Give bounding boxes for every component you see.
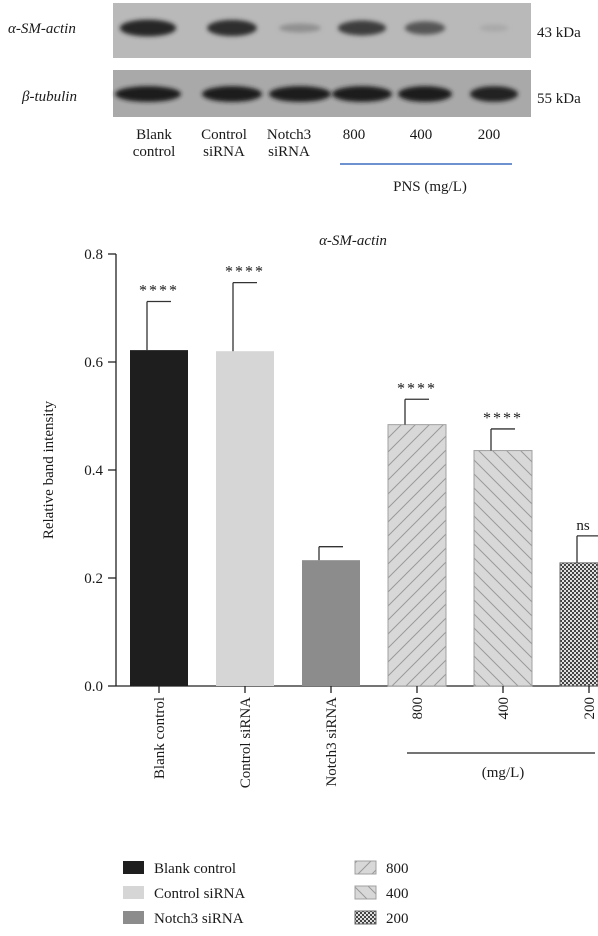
y-axis-label: Relative band intensity <box>41 400 57 539</box>
legend-label: 400 <box>386 886 409 902</box>
blot-band-alpha <box>279 23 321 33</box>
blot-row-size-tubulin: 55 kDa <box>537 91 581 107</box>
legend-swatch <box>123 911 144 924</box>
blot-band-tubulin <box>269 86 331 102</box>
legend-swatch <box>354 885 377 900</box>
blot-strip-alpha <box>113 3 531 58</box>
blot-row-label-alpha: α-SM-actin <box>8 21 76 37</box>
blot-band-alpha <box>337 20 387 36</box>
significance-label: **** <box>483 410 523 427</box>
blot-bands <box>115 19 518 102</box>
significance-label: ns <box>576 518 590 534</box>
bar-blank-control <box>130 350 188 686</box>
blot-band-tubulin <box>398 86 452 102</box>
blot-lane-label: Notch3 <box>267 127 311 143</box>
blot-band-alpha <box>207 19 257 37</box>
legend-swatch <box>123 886 144 899</box>
y-tick-label: 0.4 <box>84 463 103 479</box>
significance-label: **** <box>225 264 265 281</box>
bars: **** **** **** **** ns <box>130 264 598 687</box>
y-tick-label: 0.8 <box>84 247 103 263</box>
blot-lane-label: 200 <box>478 127 501 143</box>
y-ticks: 0.0 0.2 0.4 0.6 0.8 <box>84 247 116 695</box>
blot-lane-label: 400 <box>410 127 433 143</box>
x-tick-label: 200 <box>582 697 598 720</box>
blot-group-label: PNS (mg/L) <box>393 179 467 195</box>
blot-band-alpha <box>119 19 177 37</box>
bar-chart: α-SM-actin Relative band intensity 0.00.… <box>41 233 598 788</box>
legend-swatch <box>354 860 377 875</box>
x-tick-label: 400 <box>496 697 512 720</box>
legend-label: 800 <box>386 861 409 877</box>
blot-lane-label: Control <box>201 127 247 143</box>
x-tick-labels: Blank control Control siRNA Notch3 siRNA 80… <box>152 686 598 788</box>
y-tick-label: 0.6 <box>84 355 103 371</box>
legend-label: 200 <box>386 911 409 927</box>
legend-label: Blank control <box>154 861 236 877</box>
legend: Blank control Control siRNA Notch3 siRNA 80… <box>123 860 409 927</box>
bar-control-sirna <box>216 351 274 686</box>
x-tick-label: Notch3 siRNA <box>324 697 340 787</box>
legend-swatch <box>354 910 377 925</box>
blot-band-alpha <box>479 24 509 32</box>
x-tick-label: Blank control <box>152 697 168 779</box>
blot-lane-label: siRNA <box>268 144 310 160</box>
bar-400 <box>473 450 533 687</box>
western-blot: α-SM-actin 43 kDa β-tubulin 55 kDa Blank… <box>8 3 581 195</box>
blot-lane-label: siRNA <box>203 144 245 160</box>
legend-label: Control siRNA <box>154 886 245 902</box>
y-tick-label: 0.0 <box>84 679 103 695</box>
blot-row-label-tubulin: β-tubulin <box>21 89 77 105</box>
blot-lane-label: Blank <box>136 127 172 143</box>
bar-800 <box>387 424 447 687</box>
blot-band-tubulin <box>115 86 181 102</box>
x-group-label: (mg/L) <box>482 765 525 781</box>
blot-band-alpha <box>404 21 446 35</box>
bar-notch3-sirna <box>302 560 360 686</box>
blot-row-size-alpha: 43 kDa <box>537 25 581 41</box>
blot-lane-label: control <box>133 144 176 160</box>
chart-title: α-SM-actin <box>319 233 387 249</box>
x-tick-label: 800 <box>410 697 426 720</box>
significance-label: **** <box>397 380 437 397</box>
blot-lane-label: 800 <box>343 127 366 143</box>
y-tick-label: 0.2 <box>84 571 103 587</box>
x-tick-label: Control siRNA <box>238 697 254 788</box>
bar-200 <box>559 562 598 687</box>
significance-label: **** <box>139 283 179 300</box>
blot-band-tubulin <box>332 86 392 102</box>
legend-swatch <box>123 861 144 874</box>
legend-label: Notch3 siRNA <box>154 911 244 927</box>
blot-band-tubulin <box>470 86 518 102</box>
blot-band-tubulin <box>202 86 262 102</box>
